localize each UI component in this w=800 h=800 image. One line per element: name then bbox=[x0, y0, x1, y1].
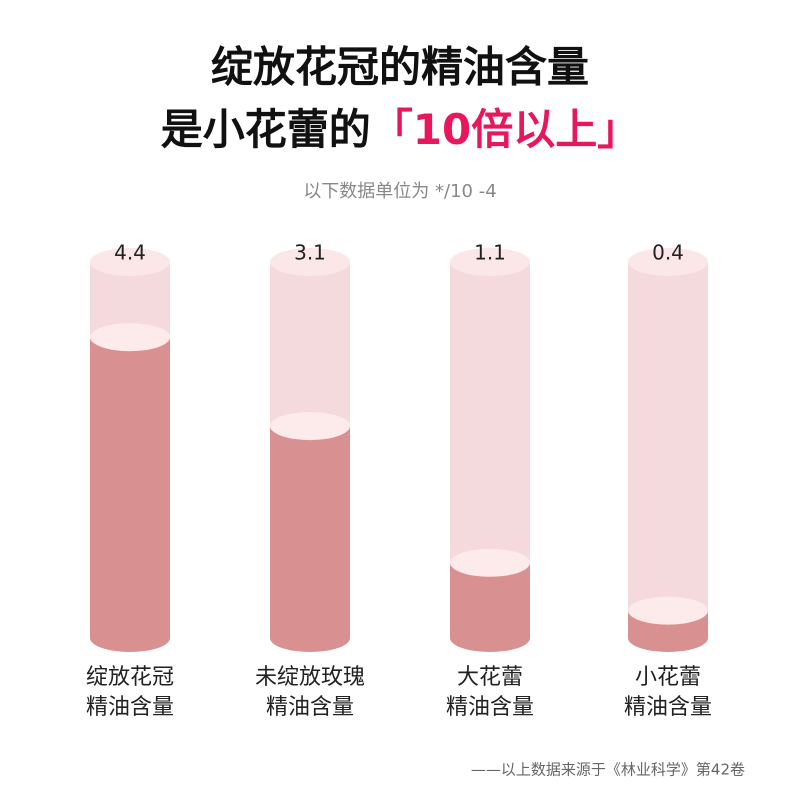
category-label: 精油含量 bbox=[446, 695, 534, 720]
category-label: 精油含量 bbox=[624, 695, 712, 720]
bar-top bbox=[450, 548, 530, 577]
category-label: 精油含量 bbox=[86, 695, 174, 720]
bar-top bbox=[628, 596, 708, 625]
value-label: 0.4 bbox=[652, 241, 684, 265]
value-label: 4.4 bbox=[114, 241, 146, 265]
category-label: 精油含量 bbox=[266, 695, 354, 720]
subtitle: 以下数据单位为 */10 -4 bbox=[303, 181, 496, 202]
value-label: 1.1 bbox=[474, 241, 506, 265]
cylinder-back-top bbox=[628, 248, 708, 276]
source-note: ——以上数据来源于《林业科学》第42卷 bbox=[471, 761, 745, 779]
chart-title: 绽放花冠的精油含量 bbox=[211, 43, 589, 92]
bar-top bbox=[270, 412, 350, 441]
value-label: 3.1 bbox=[294, 241, 326, 265]
cylinder-back-top bbox=[270, 248, 350, 276]
cylinder-back-top bbox=[90, 248, 170, 276]
cylinder-back bbox=[628, 262, 708, 638]
category-label: 绽放花冠 bbox=[86, 665, 174, 690]
cylinder-back-top bbox=[450, 248, 530, 276]
bar bbox=[90, 337, 170, 638]
title-highlight: 「10倍以上」 bbox=[371, 105, 639, 154]
bar-top bbox=[90, 323, 170, 352]
category-label: 大花蕾 bbox=[457, 665, 523, 690]
category-label: 未绽放玫瑰 bbox=[255, 665, 365, 690]
chart-title: 是小花蕾的「10倍以上」 bbox=[161, 105, 639, 154]
bar bbox=[270, 426, 350, 638]
category-label: 小花蕾 bbox=[635, 665, 701, 690]
title-text: 是小花蕾的 bbox=[161, 105, 371, 154]
